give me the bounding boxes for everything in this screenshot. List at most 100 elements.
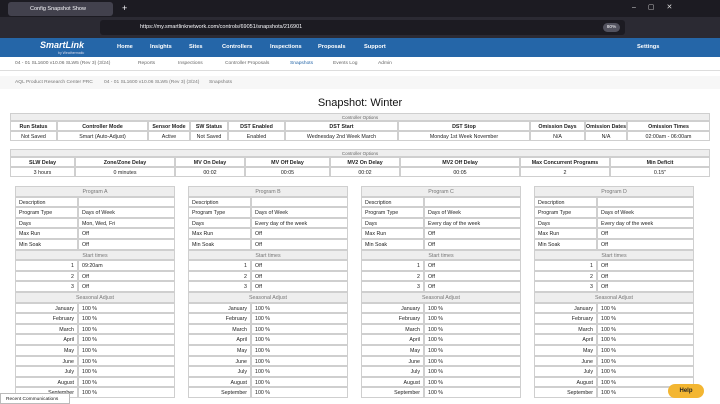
section-header: Seasonal Adjust — [15, 292, 175, 303]
row-value: Off — [251, 239, 348, 250]
row-label: Days — [188, 217, 251, 229]
subtab[interactable]: Events Log — [333, 61, 358, 66]
subtab[interactable]: Inspections — [178, 61, 203, 66]
row-value: Off — [597, 260, 694, 271]
row-value: Every day of the week — [597, 217, 694, 229]
cell: 0 minutes — [75, 167, 175, 177]
section-header: Seasonal Adjust — [361, 292, 521, 303]
row-value: 100 % — [78, 387, 175, 398]
nav-item[interactable]: Inspections — [270, 44, 302, 50]
row-label: April — [361, 334, 424, 345]
subtab[interactable]: 04 - 01 SL1600 v10.06 SLW5 (Rev 3) (3/24… — [15, 61, 111, 66]
column-header: Min Deficit — [610, 157, 710, 167]
column-header: SW Status — [190, 121, 228, 131]
row-value: Off — [424, 239, 521, 250]
row-label: July — [188, 366, 251, 377]
row-label: May — [188, 345, 251, 356]
row-label: April — [15, 334, 78, 345]
subtab[interactable]: Admin — [378, 61, 392, 66]
subtab[interactable]: Reports — [138, 61, 156, 66]
row-value: 100 % — [424, 302, 521, 314]
row-label: 3 — [534, 281, 597, 292]
row-label: February — [534, 313, 597, 324]
row-label: Days — [361, 217, 424, 229]
breadcrumb[interactable]: 04 - 01 SL1600 v10.06 SLW5 (Rev 3) (3/24… — [104, 80, 200, 85]
row-label: September — [188, 387, 251, 398]
row-value: 100 % — [251, 376, 348, 388]
browser-tab[interactable]: Config Snapshot Show — [8, 2, 113, 16]
app-nav — [0, 38, 720, 57]
cell: 0.15" — [610, 167, 710, 177]
row-value: Days of Week — [597, 207, 694, 218]
subtab[interactable]: Controller Proposals — [225, 61, 270, 66]
row-value: 100 % — [251, 323, 348, 335]
column-header: Max Concurrent Programs — [520, 157, 610, 167]
row-value: Off — [597, 270, 694, 282]
row-value: 100 % — [78, 302, 175, 314]
nav-item[interactable]: Sites — [189, 44, 203, 50]
row-label: January — [361, 302, 424, 314]
row-label: Days — [534, 217, 597, 229]
row-label: April — [188, 334, 251, 345]
column-header: MV On Delay — [175, 157, 245, 167]
column-header: Run Status — [10, 121, 57, 131]
row-label: February — [15, 313, 78, 324]
subtab[interactable]: Snapshots — [290, 61, 314, 66]
row-value: Days of Week — [424, 207, 521, 218]
row-value: Days of Week — [78, 207, 175, 218]
row-value: 100 % — [251, 387, 348, 398]
row-label: May — [534, 345, 597, 356]
row-label: Program Type — [534, 207, 597, 218]
column-header: DST Enabled — [228, 121, 285, 131]
recent-communications[interactable]: Recent Communications — [0, 393, 70, 404]
row-value: 100 % — [251, 313, 348, 324]
cell: 00:05 — [400, 167, 520, 177]
cell: N/A — [530, 131, 585, 141]
section-header: Start times — [15, 249, 175, 261]
row-label: July — [534, 366, 597, 377]
nav-settings[interactable]: Settings — [637, 44, 660, 50]
row-value: Off — [424, 281, 521, 292]
url-text[interactable]: https://my.smartlinknetwork.com/controls… — [140, 24, 303, 30]
nav-item[interactable]: Insights — [150, 44, 172, 50]
row-value — [251, 196, 348, 208]
nav-item[interactable]: Proposals — [318, 44, 346, 50]
url-field[interactable] — [100, 20, 625, 35]
nav-item[interactable]: Home — [117, 44, 133, 50]
nav-item[interactable]: Controllers — [222, 44, 253, 50]
row-value: Off — [597, 281, 694, 292]
row-label: February — [361, 313, 424, 324]
row-label: Max Run — [534, 228, 597, 239]
breadcrumb[interactable]: Snapshots — [209, 80, 233, 85]
row-value: 100 % — [424, 376, 521, 388]
breadcrumb-bar — [0, 76, 720, 89]
logo[interactable]: SmartLink — [40, 40, 85, 50]
nav-item[interactable]: Support — [364, 44, 386, 50]
row-label: March — [361, 323, 424, 335]
new-tab[interactable]: + — [122, 3, 128, 13]
section-header: Start times — [534, 249, 694, 261]
window-controls[interactable]: –▢✕ — [632, 4, 685, 11]
row-value: Off — [424, 260, 521, 271]
row-value: Off — [251, 270, 348, 282]
cell: N/A — [585, 131, 627, 141]
breadcrumb[interactable]: AQL Product Research Center PRC — [15, 80, 93, 85]
cell: Not Saved — [10, 131, 57, 141]
row-value: Off — [78, 270, 175, 282]
row-label: Max Run — [361, 228, 424, 239]
row-value: 100 % — [597, 355, 694, 367]
column-header: MV2 Off Delay — [400, 157, 520, 167]
row-value: 09:20am — [78, 260, 175, 271]
column-header: Sensor Mode — [148, 121, 190, 131]
row-label: January — [188, 302, 251, 314]
zoom-badge[interactable]: 80% — [603, 23, 620, 32]
column-header: DST Stop — [398, 121, 530, 131]
row-label: September — [361, 387, 424, 398]
column-header: Omission Days — [530, 121, 585, 131]
row-value: 100 % — [78, 366, 175, 377]
row-value: 100 % — [597, 323, 694, 335]
help-button[interactable]: Help — [668, 384, 704, 398]
page-title: Snapshot: Winter — [317, 97, 403, 109]
table-caption: Controller Options — [10, 149, 710, 157]
row-label: May — [15, 345, 78, 356]
